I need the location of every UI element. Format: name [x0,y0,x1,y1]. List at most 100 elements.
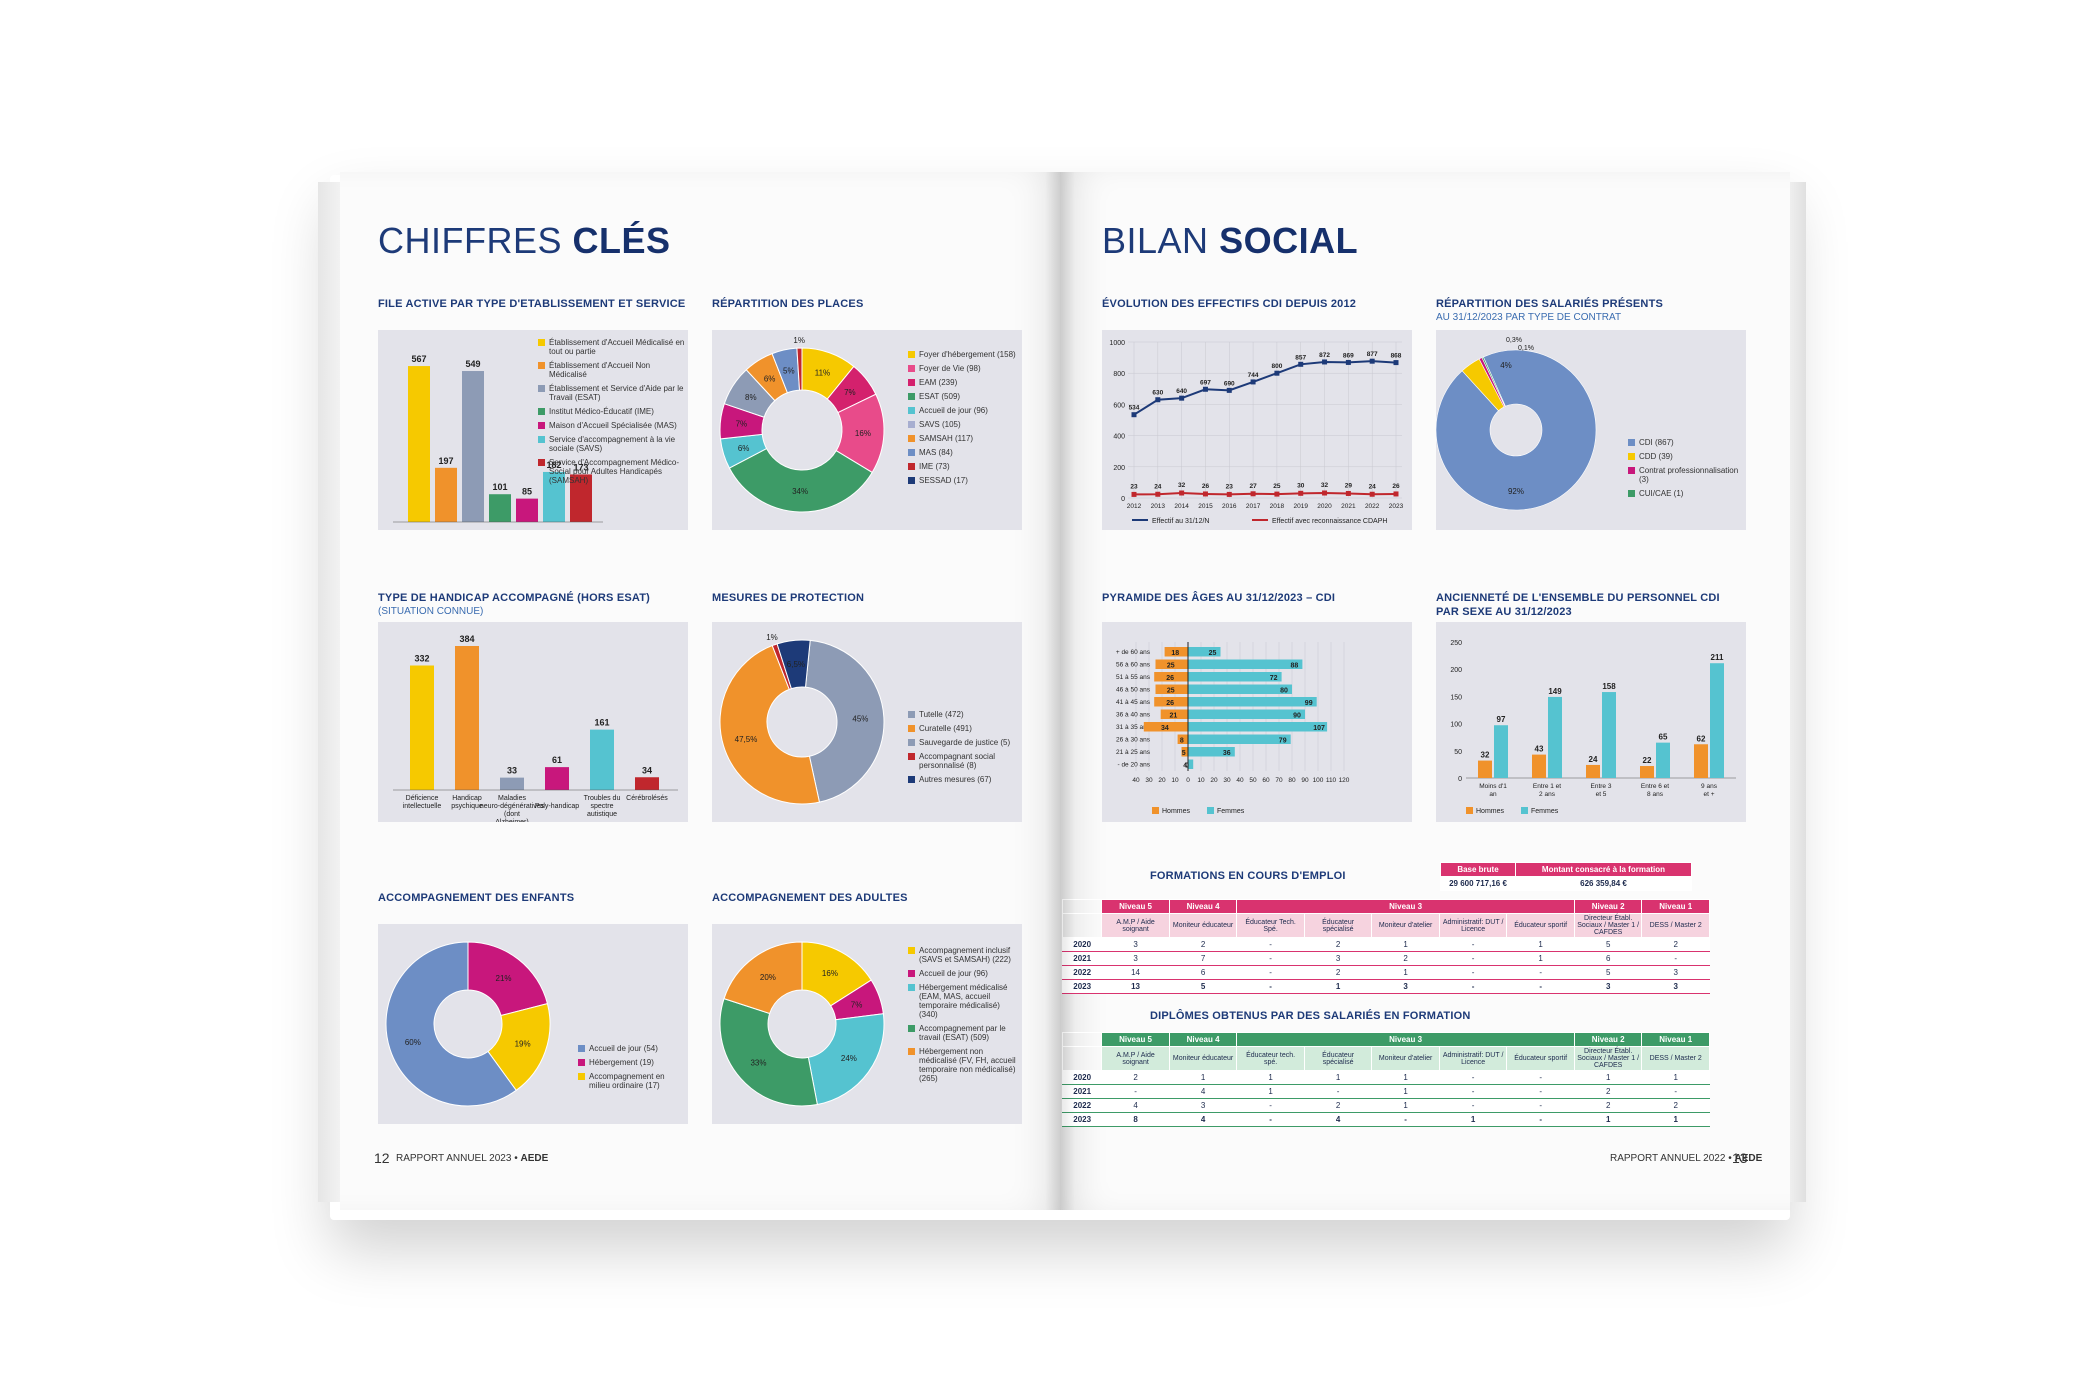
age-label: 31 à 35 ans [1116,724,1151,731]
femmes-value: 107 [1313,725,1325,732]
protection-slice-label: 45% [852,715,868,724]
formations-column-header: Directeur Établ. Sociaux / Master 1 / CA… [1573,913,1643,938]
handicap-subtitle: (SITUATION CONNUE) [378,606,484,617]
hommes-value: 62 [1697,734,1706,743]
hommes-value: 34 [1161,725,1169,732]
cdi-value: 534 [1129,405,1140,412]
left-page-title: CHIFFRES CLÉS [378,220,671,262]
legend-label: IME (73) [919,462,950,471]
y-tick-label: 200 [1450,667,1462,674]
title-bold: SOCIAL [1219,220,1359,261]
diplomes-value-cell: 1 [1168,1070,1238,1085]
formations-value-cell: 2 [1371,951,1440,966]
contrats-legend-item: CDD (39) [1628,452,1742,461]
places-legend-item: SAVS (105) [908,420,1018,429]
right-footer-brand: AEDE [1734,1153,1763,1164]
femmes-bar [1548,696,1562,778]
category-line: an [1489,791,1497,798]
pyramide-chart: 40 30 20 10 0 10 20 30 40 50 60 70 80 90 100 110 120+ de… [1116,642,1350,815]
places-slice [728,447,873,513]
cdi-value: 872 [1319,352,1330,359]
protection-donut-chart: 45% 47,5% 1% 6,5% [719,633,885,805]
handicap-value: 33 [507,766,517,776]
y-tick-label: 800 [1113,371,1125,378]
diplomes-value-cell: - [1438,1070,1508,1085]
diplomes-value-cell: 2 [1641,1098,1710,1113]
handicap-value: 61 [552,755,562,765]
hommes-value: 25 [1167,688,1175,695]
file-active-legend-item: Établissement d'Accueil Non Médicalisé [538,361,686,379]
contrats-title: RÉPARTITION DES SALARIÉS PRÉSENTS [1436,298,1664,310]
places-legend-item: IME (73) [908,462,1018,471]
adultes-legend-item: Hébergement médicalisé (EAM, MAS, accuei… [908,983,1018,1019]
formations-year-cell: 2023 [1061,979,1103,994]
legend-hommes-label: Hommes [1476,808,1505,815]
cdi-value: 869 [1343,352,1354,359]
enfants-legend-item: Accompagnement en milieu ordinaire (17) [578,1072,684,1090]
cdi-value: 697 [1200,379,1211,386]
enfants-panel: 21% 19% 60% Accueil de jour (54) Hébergemen… [378,924,688,1124]
x-tick-label: 10 [1171,777,1179,784]
legend-label: Foyer d'hébergement (158) [919,350,1016,359]
cdaph-value: 26 [1392,483,1400,490]
diplomes-column-header: Éducateur sportif [1506,1046,1575,1071]
contrats-slice [1481,356,1506,407]
hommes-bar [1181,747,1188,757]
handicap-value: 332 [414,654,429,664]
hommes-bar [1586,764,1600,778]
diplomes-year-cell: 2022 [1061,1098,1103,1113]
contrats-legend-item: Contrat professionnalisation (3) [1628,466,1742,484]
legend-swatch [578,1045,585,1052]
femmes-value: 4 [1183,763,1187,770]
legend-swatch [538,339,545,346]
diplomes-value-cell: 4 [1168,1084,1238,1099]
file-active-legend-item: Service d'accompagnement à la vie social… [538,435,686,453]
formations-value-cell: - [1438,965,1508,980]
handicap-panel: 332 Déficience intellectuelle 384 Handicap ps… [378,622,688,826]
legend-femmes-swatch [1207,807,1214,814]
legend-femmes-label: Femmes [1217,808,1245,815]
y-tick-label: 600 [1113,402,1125,409]
handicap-category-line: intellectuelle [403,803,442,810]
enfants-slice-label: 19% [515,1040,531,1049]
file-active-value: 173 [573,462,588,472]
x-tick-label: 60 [1262,777,1270,784]
category-line: 2 ans [1539,791,1556,798]
femmes-bar [1188,672,1282,682]
file-active-legend-item: Établissement et Service d'Aide par le T… [538,384,686,402]
cdaph-value: 24 [1154,483,1162,490]
formations-budget-table: Base brute Montant consacré à la formati… [1440,862,1692,891]
formations-column-header: Éducateur Tech. Spé. [1236,913,1305,938]
handicap-category-label: Handicap psychique [451,795,483,810]
contrats-legend-item: CDI (867) [1628,438,1742,447]
formations-column-header: Éducateur spécialisé [1303,913,1373,938]
adultes-slice-label: 24% [841,1054,857,1063]
legend-swatch [908,947,915,954]
hommes-value: 0 [1185,763,1189,770]
diplomes-value-cell: - [1506,1098,1575,1113]
diplomes-column-header: Moniteur éducateur [1168,1046,1238,1071]
femmes-bar [1188,759,1194,769]
formations-value-cell: - [1438,937,1508,952]
legend-swatch [908,421,915,428]
enfants-title: ACCOMPAGNEMENT DES ENFANTS [378,892,575,904]
formations-value-cell: 3 [1573,979,1643,994]
x-tick-label: 2014 [1174,503,1189,510]
blank-cell [1061,913,1103,938]
y-tick-label: 200 [1113,465,1125,472]
legend-swatch [538,362,545,369]
cdi-point [1202,386,1208,392]
diplomes-value-cell: 1 [1641,1070,1710,1085]
adultes-panel: 16% 7% 24% 33% 20% Accompagnement inclusif (… [712,924,1022,1124]
places-slice-label: 7% [844,388,856,397]
x-tick-label: 2016 [1222,503,1237,510]
x-tick-label: 2021 [1341,503,1356,510]
diplomes-column-header: Directeur Établ. Sociaux / Master 1 / CA… [1573,1046,1643,1071]
handicap-category-label: Poly-handicap [535,803,579,810]
diplomes-value-cell: 3 [1168,1098,1238,1113]
cdi-point [1179,395,1185,401]
diplomes-year-cell: 2023 [1061,1112,1103,1127]
age-label: 56 à 60 ans [1116,662,1151,669]
diplomes-value-cell: 1 [1236,1084,1305,1099]
file-active-value: 567 [411,354,426,364]
